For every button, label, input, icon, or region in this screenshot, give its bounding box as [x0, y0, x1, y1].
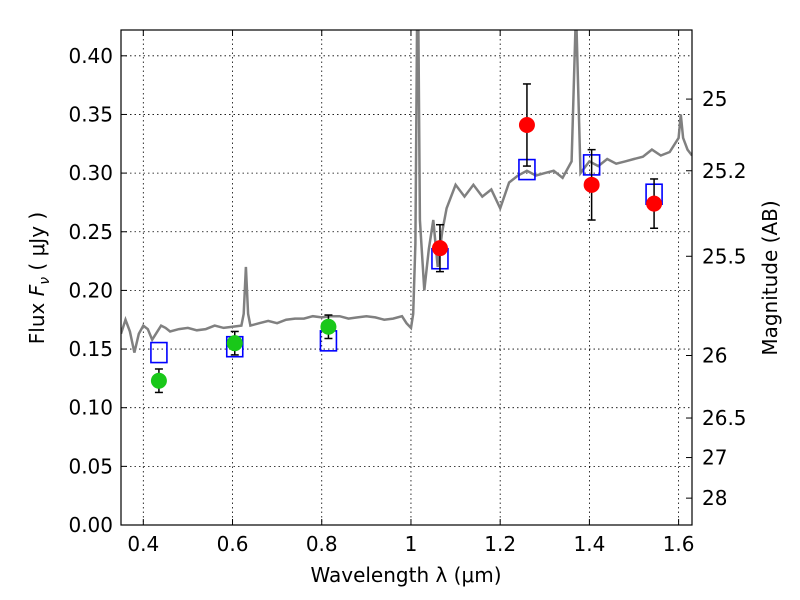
x-tick-label: 1.6	[663, 532, 695, 556]
plot-area	[121, 30, 692, 525]
spectrum-line	[121, 30, 692, 353]
mag-tick-label: 26.5	[702, 406, 747, 430]
axis-ticks: 0.4 0.6 0.8 1 1.2 1.4 1.6 0.00 0.05 0.10 0.15 0.20 0…	[68, 30, 747, 556]
plot-frame	[120, 29, 693, 526]
y-tick-label: 0.15	[68, 337, 113, 361]
x-tick-label: 0.8	[306, 532, 338, 556]
mag-tick-label: 28	[702, 486, 727, 510]
optical-point	[150, 372, 167, 389]
x-tick-label: 1.4	[573, 532, 605, 556]
x-tick-label: 1.2	[484, 532, 516, 556]
mag-tick-label: 25.5	[702, 244, 747, 268]
y-tick-label: 0.05	[68, 454, 113, 478]
y2-axis-label: Magnitude (AB)	[758, 200, 782, 355]
x-tick-label: 0.4	[127, 532, 159, 556]
y-axis-label: Flux Fν ( μJy )	[25, 212, 53, 344]
plot-layer	[121, 30, 692, 394]
x-tick-label: 1	[405, 532, 418, 556]
y-tick-label: 0.40	[68, 44, 113, 68]
mag-tick-label: 25.2	[702, 159, 747, 183]
nir-point	[583, 176, 600, 193]
nir-point	[518, 117, 535, 134]
photometry-points	[150, 117, 663, 389]
nir-point	[646, 195, 663, 212]
x-axis-label: Wavelength λ (μm)	[310, 563, 501, 587]
mag-tick-label: 25	[702, 87, 727, 111]
y-tick-label: 0.25	[68, 220, 113, 244]
y-tick-label: 0.00	[68, 513, 113, 537]
y-tick-label: 0.35	[68, 102, 113, 126]
mag-tick-label: 26	[702, 344, 727, 368]
y-tick-label: 0.10	[68, 396, 113, 420]
optical-point	[226, 335, 243, 352]
x-tick-label: 0.6	[217, 532, 249, 556]
optical-point	[320, 318, 337, 335]
y-tick-label: 0.30	[68, 161, 113, 185]
grid-lines	[121, 30, 692, 526]
y-tick-label: 0.20	[68, 278, 113, 302]
mag-tick-label: 27	[702, 446, 727, 470]
model-point	[150, 341, 168, 364]
nir-point	[431, 240, 448, 257]
